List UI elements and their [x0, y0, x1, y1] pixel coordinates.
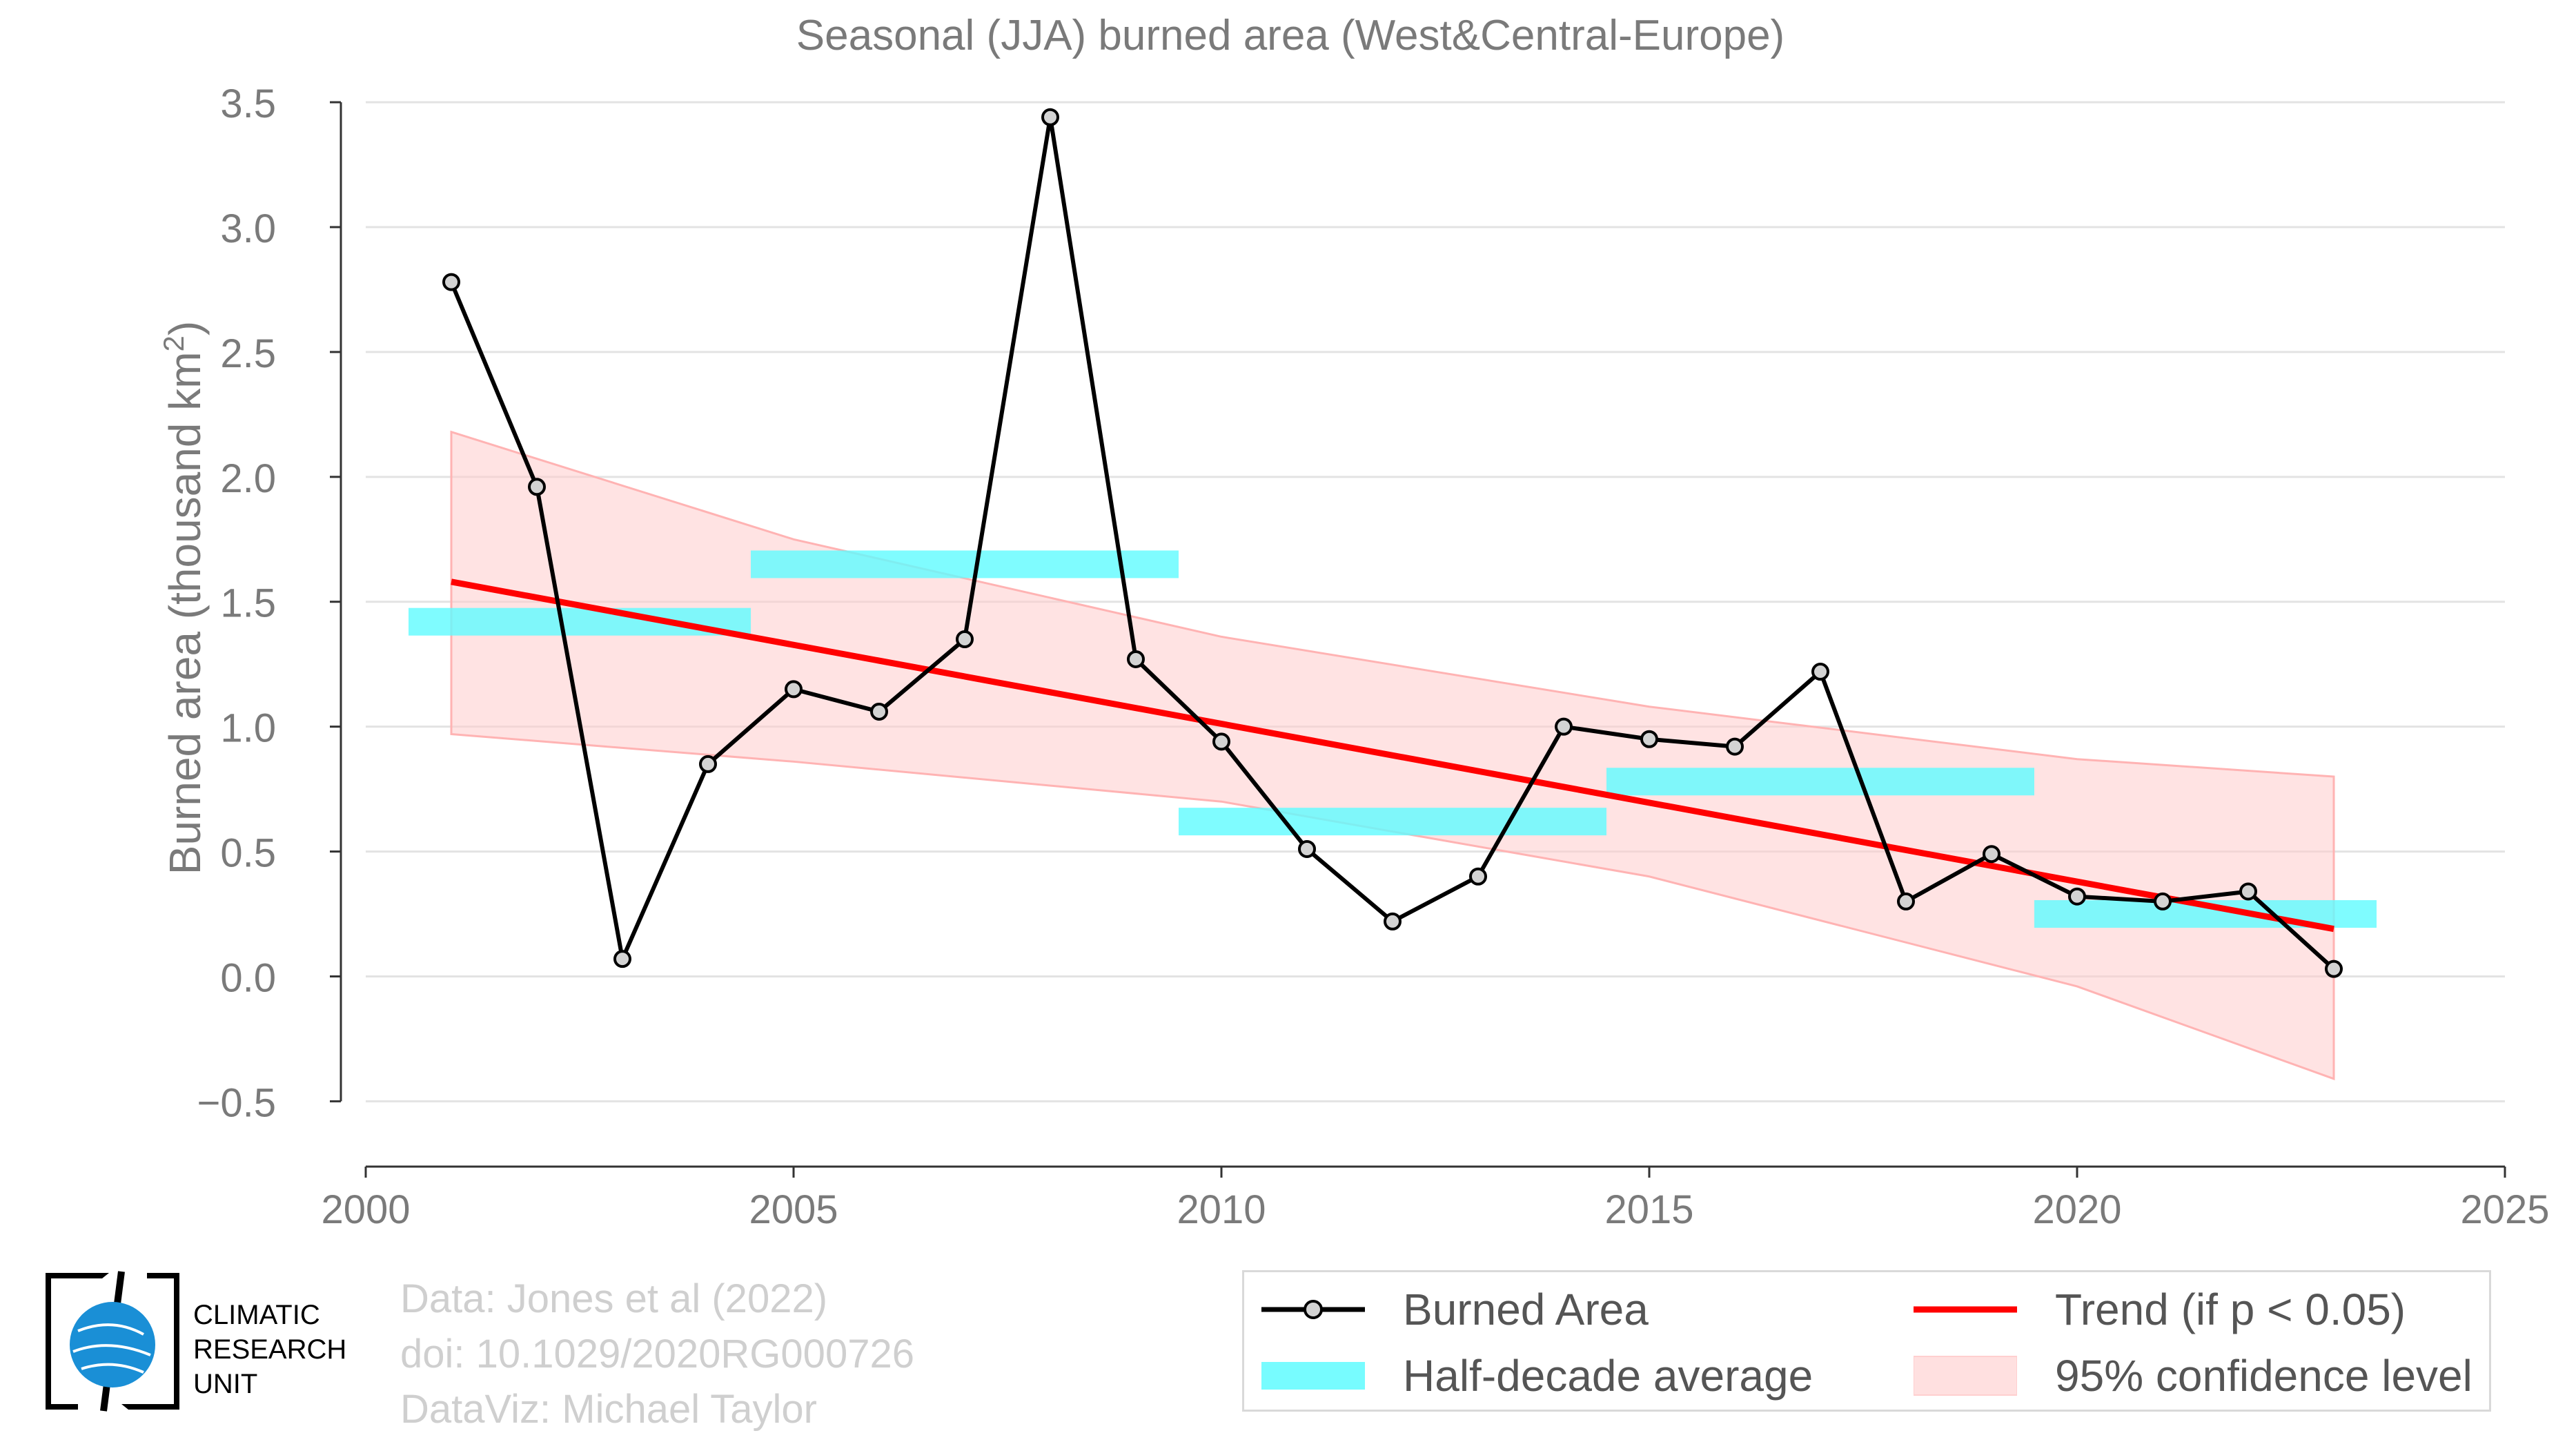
burned-area-point	[1041, 108, 1059, 126]
half-decade-bar	[1606, 768, 2034, 796]
credit-doi: doi: 10.1029/2020RG000726	[400, 1332, 914, 1376]
burned-area-point	[870, 702, 888, 721]
logo-line-3: UNIT	[193, 1369, 258, 1399]
y-tick-label: 0.0	[220, 955, 276, 1000]
axes: −0.5 0.0 0.5 1.0 1.5 2.0 2.5 3.0 3.5 2000 2005 2010…	[197, 81, 2550, 1232]
burned-area-point	[442, 273, 460, 291]
burned-area-point	[1640, 730, 1658, 748]
burned-area-point	[1811, 663, 1829, 681]
cru-logo-text: CLIMATIC RESEARCH UNIT	[193, 1298, 346, 1401]
y-tick-label: 3.0	[220, 206, 276, 251]
y-tick-label: 2.0	[220, 456, 276, 501]
half-decade-bar	[409, 607, 751, 636]
burned-area-point	[1298, 839, 1316, 858]
logo-line-2: RESEARCH	[193, 1334, 347, 1365]
logo-line-1: CLIMATIC	[193, 1300, 320, 1330]
burned-area-point	[1897, 892, 1915, 910]
legend-label-half-decade: Half-decade average	[1403, 1351, 1813, 1401]
half-decade-bars	[409, 550, 2377, 928]
legend-swatch-burned-area	[1261, 1300, 1365, 1319]
legend-item-confidence: 95% confidence level	[1914, 1348, 2472, 1403]
burned-area-series	[442, 108, 2343, 978]
x-tick-label: 2010	[1177, 1187, 1266, 1232]
credit-data-source: Data: Jones et al (2022)	[400, 1276, 828, 1321]
cru-logo	[40, 1269, 185, 1414]
burned-area-point	[699, 754, 717, 773]
x-tick-label: 2025	[2460, 1187, 2549, 1232]
credit-dataviz: DataViz: Michael Taylor	[400, 1387, 817, 1432]
legend-label-burned-area: Burned Area	[1403, 1285, 1649, 1334]
burned-area-point	[1212, 732, 1230, 751]
burned-area-point	[2154, 892, 2172, 910]
y-tick-label: 0.5	[220, 831, 276, 876]
legend-swatch-trend	[1914, 1306, 2017, 1313]
y-tick-label: 2.5	[220, 331, 276, 376]
credits: Data: Jones et al (2022) doi: 10.1029/20…	[400, 1272, 914, 1437]
burned-area-point	[1384, 912, 1402, 931]
legend-item-burned-area: Burned Area	[1261, 1282, 1649, 1337]
y-tick-label: −0.5	[197, 1080, 277, 1125]
x-tick-label: 2020	[2032, 1187, 2121, 1232]
x-tick-label: 2000	[321, 1187, 410, 1232]
chart-title: Seasonal (JJA) burned area (West&Central…	[796, 12, 1784, 59]
cru-logo-icon	[46, 1271, 179, 1412]
burned-area-point	[1726, 737, 1744, 756]
burned-area-point	[1127, 650, 1145, 668]
burned-area-point	[528, 478, 546, 496]
x-tick-label: 2005	[749, 1187, 838, 1232]
y-tick-label: 3.5	[220, 81, 276, 126]
y-tick-label: 1.0	[220, 706, 276, 751]
legend-label-trend: Trend (if p < 0.05)	[2055, 1285, 2406, 1334]
legend-swatch-half-decade	[1261, 1362, 1365, 1390]
x-tick-label: 2015	[1604, 1187, 1693, 1232]
half-decade-bar	[751, 550, 1179, 578]
burned-area-point	[2239, 882, 2257, 901]
burned-area-point	[785, 680, 803, 699]
legend-item-trend: Trend (if p < 0.05)	[1914, 1282, 2406, 1337]
legend-label-confidence: 95% confidence level	[2055, 1351, 2472, 1401]
burned-area-point	[2325, 960, 2343, 978]
trend-line-path	[451, 578, 2334, 933]
y-axis-label: Burned area (thousand km2)	[157, 321, 210, 875]
chart-legend: Burned Area Trend (if p < 0.05) Half-dec…	[1242, 1270, 2491, 1412]
burned-area-point	[1983, 845, 2000, 864]
half-decade-bar	[1179, 808, 1606, 836]
burned-area-point	[956, 630, 974, 649]
legend-item-half-decade: Half-decade average	[1261, 1348, 1813, 1403]
burned-area-point	[1469, 867, 1487, 886]
burned-area-point	[2068, 887, 2086, 906]
legend-swatch-confidence	[1914, 1356, 2017, 1396]
trend-line	[451, 578, 2334, 933]
burned-area-point	[613, 950, 631, 968]
burned-area-point	[1555, 717, 1573, 736]
y-tick-label: 1.5	[220, 581, 276, 626]
